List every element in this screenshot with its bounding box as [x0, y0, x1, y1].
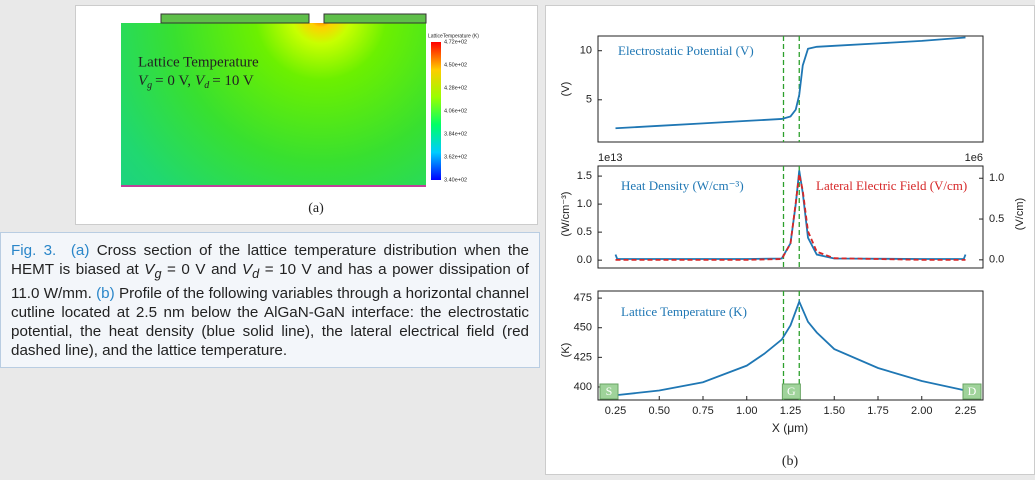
part-label: (a) [70, 242, 90, 259]
y-tick-label: 1.5 [577, 170, 592, 182]
x-tick-label: 0.25 [605, 405, 626, 417]
part-label: (b) [96, 285, 115, 303]
colorbar-label: 3.84e+02 [444, 131, 467, 137]
drain-contact [323, 13, 427, 24]
x-tick-label: 1.25 [780, 405, 801, 417]
math-subscript: d [252, 267, 260, 282]
series-line [615, 36, 966, 130]
colorbar-label: 3.40e+02 [444, 177, 467, 183]
plot-frame [597, 35, 984, 143]
v-symbol: V [138, 73, 149, 89]
annotation: Lateral Electric Field (V/cm) [816, 178, 967, 193]
colorbar-labels: 4.72e+02 4.50e+02 4.28e+02 4.06e+02 3.84e+02… [444, 39, 467, 183]
y2-axis-label: (V/cm) [1014, 198, 1026, 230]
terminal-label: G [787, 384, 796, 398]
x-tick-label: 1.00 [736, 405, 757, 417]
caption-text: Profile of the following variables throu… [11, 285, 529, 360]
figure-b-label: (b) [782, 454, 799, 469]
series-line [615, 299, 966, 397]
annotation: Heat Density (W/cm⁻³) [621, 178, 744, 193]
source-contact [160, 13, 310, 24]
y2-tick-label: 0.0 [989, 254, 1004, 266]
colorbar-title: LatticeTemperature (K) [428, 33, 479, 39]
condition-text: = 10 V [212, 73, 254, 89]
terminal-label: D [968, 384, 977, 398]
terminal-label: S [606, 384, 613, 398]
figure-number: Fig. 3. [11, 242, 57, 259]
contour-figure: Lattice Temperature Vg = 0 V, Vd = 10 V Lat… [121, 13, 479, 216]
colorbar-label: 4.06e+02 [444, 108, 467, 114]
y-axis-label: (K) [560, 343, 572, 358]
caption-text: Cross section of the lattice temperature… [11, 242, 529, 278]
y-offset-label: 1e13 [598, 152, 622, 164]
colorbar-label: 4.28e+02 [444, 85, 467, 91]
plot-frame [597, 165, 984, 269]
y-tick-label: 475 [574, 292, 592, 304]
x-tick-label: 0.50 [649, 405, 670, 417]
subscript: g [147, 80, 152, 91]
y2-tick-label: 1.0 [989, 172, 1004, 184]
temperature-map [121, 23, 426, 186]
colorbar-label: 4.72e+02 [444, 39, 467, 45]
y-axis-label: (V) [560, 82, 572, 97]
x-tick-label: 1.50 [824, 405, 845, 417]
y-tick-label: 0.5 [577, 226, 592, 238]
figure-a: Lattice Temperature Vg = 0 V, Vd = 10 V Lat… [75, 5, 538, 225]
annotation: Lattice Temperature (K) [621, 304, 747, 319]
v-symbol: V [195, 73, 206, 89]
y-tick-label: 1.0 [577, 198, 592, 210]
colorbar-label: 4.50e+02 [444, 62, 467, 68]
y-axis-label: (W/cm⁻³) [560, 192, 572, 237]
y-tick-label: 0.0 [577, 254, 592, 266]
figure-a-label: (a) [308, 201, 324, 216]
y-tick-label: 400 [574, 381, 592, 393]
math-subscript: g [154, 267, 162, 282]
colorbar-label: 3.62e+02 [444, 154, 467, 160]
y2-tick-label: 0.5 [989, 213, 1004, 225]
y-tick-label: 450 [574, 322, 592, 334]
y-tick-label: 10 [580, 45, 592, 57]
terminal-box [781, 383, 801, 400]
terminal-box [962, 383, 982, 400]
x-tick-label: 2.00 [911, 405, 932, 417]
figure-a-conditions: Vg = 0 V, Vd = 10 V [138, 73, 254, 91]
figure-a-title: Lattice Temperature [138, 54, 259, 70]
x-tick-label: 2.25 [955, 405, 976, 417]
terminal-box [599, 383, 619, 400]
y2-offset-label: 1e6 [965, 152, 983, 164]
colorbar [431, 42, 441, 180]
math: V [241, 261, 253, 278]
caption-text: = 10 V and has a power dissipation of 11… [11, 261, 529, 303]
series-line [615, 173, 966, 261]
x-axis-label: X (μm) [772, 421, 808, 435]
x-tick-label: 0.75 [692, 405, 713, 417]
caption: Fig. 3. (a) Cross section of the lattice… [0, 232, 540, 368]
y-tick-label: 425 [574, 351, 592, 363]
condition-text: = 0 V, [155, 73, 191, 89]
x-tick-label: 1.75 [867, 405, 888, 417]
y-tick-label: 5 [586, 94, 592, 106]
caption-text: = 0 V and [167, 261, 237, 278]
math: V [144, 261, 155, 278]
annotation: Electrostatic Potential (V) [618, 43, 754, 58]
subscript: d [204, 80, 210, 91]
